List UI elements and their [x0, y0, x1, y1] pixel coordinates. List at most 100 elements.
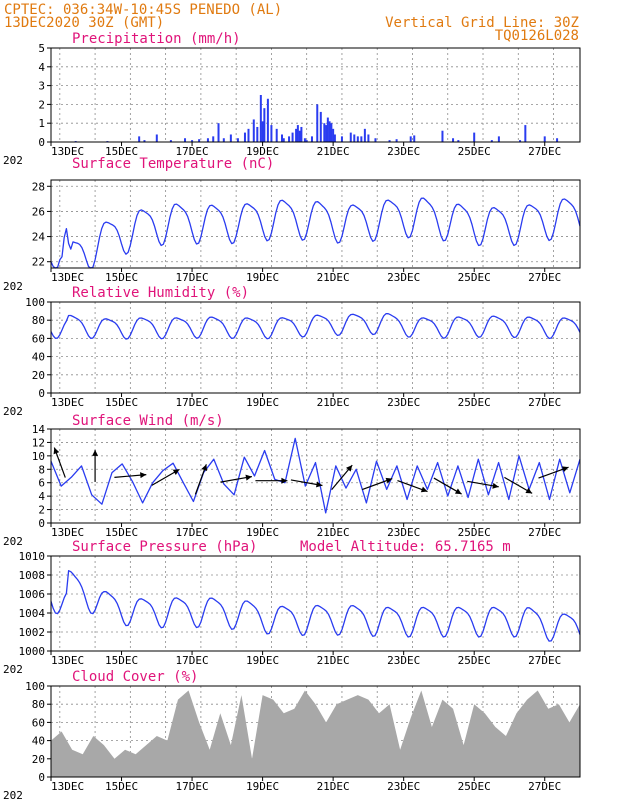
wind-arrow [92, 449, 99, 482]
y-tick-label: 4 [38, 490, 45, 503]
y-tick-label: 80 [32, 314, 45, 327]
wind-arrow [467, 480, 499, 489]
wind-arrow-head [525, 487, 533, 494]
panel-title: Surface Wind (m/s) [72, 413, 224, 429]
x-tick-label: 17DEC [176, 526, 209, 539]
x-tick-label: 27DEC [528, 271, 561, 284]
precipitation-bar [198, 139, 201, 142]
precipitation-bar [409, 136, 412, 142]
y-tick-label: 1010 [19, 550, 46, 563]
y-tick-label: 24 [32, 231, 46, 244]
y-tick-label: 1 [38, 117, 45, 130]
wind-arrow [114, 472, 147, 479]
x-tick-label: 21DEC [317, 396, 350, 409]
x-tick-label: 25DEC [458, 526, 491, 539]
y-tick-label: 1004 [19, 607, 46, 620]
wind-arrow [220, 474, 253, 483]
precipitation-bar [326, 117, 329, 142]
wind-arrow [194, 464, 208, 495]
x-tick-label: 17DEC [176, 271, 209, 284]
wind-arrow [433, 477, 462, 495]
plot-frame [50, 555, 581, 652]
x-tick-label: 15DEC [105, 396, 138, 409]
series-line [50, 313, 581, 340]
precipitation-bar [217, 123, 220, 142]
year-stub-label: 202 [3, 280, 23, 293]
x-tick-label: 27DEC [528, 780, 561, 793]
wind-arrow [361, 477, 393, 491]
precipitation-bar [310, 136, 313, 142]
precipitation-bar [247, 128, 250, 142]
precipitation-bar [256, 126, 259, 142]
precipitation-bar [270, 125, 273, 142]
y-tick-label: 1002 [19, 626, 46, 639]
x-tick-label: 13DEC [51, 654, 84, 667]
x-tick-label: 17DEC [176, 654, 209, 667]
precipitation-bar [374, 138, 377, 142]
x-tick-label: 15DEC [105, 654, 138, 667]
y-tick-label: 22 [32, 256, 45, 269]
precipitation-bar [206, 138, 209, 142]
wind-arrow-head [385, 477, 393, 484]
wind-arrow-head [172, 469, 180, 475]
wind-arrow [397, 480, 428, 493]
precipitation-bar [303, 138, 306, 142]
precipitation-bar [452, 138, 455, 142]
x-tick-label: 15DEC [105, 145, 138, 158]
x-tick-label: 27DEC [528, 526, 561, 539]
panel-title: Relative Humidity (%) [72, 285, 249, 301]
wind-arrow-head [201, 464, 208, 471]
y-tick-label: 4 [38, 61, 45, 74]
wind-speed-line [50, 437, 581, 514]
wind-arrow [53, 447, 66, 478]
x-tick-label: 23DEC [387, 145, 420, 158]
x-tick-label: 25DEC [458, 654, 491, 667]
x-tick-label: 25DEC [458, 396, 491, 409]
precipitation-bar [543, 136, 546, 142]
y-tick-label: 80 [32, 698, 45, 711]
precipitation-bar [490, 140, 493, 142]
x-tick-label: 25DEC [458, 145, 491, 158]
precipitation-bar [305, 140, 308, 142]
panel-title: Precipitation (mm/h) [72, 31, 241, 47]
x-tick-label: 25DEC [458, 780, 491, 793]
x-tick-label: 19DEC [246, 780, 279, 793]
precipitation-bar [330, 123, 333, 142]
y-tick-label: 0 [38, 387, 45, 400]
wind-arrow-head [92, 449, 99, 456]
wind-arrow [151, 468, 180, 486]
run-date: 13DEC2020 30Z (GMT) [4, 15, 164, 31]
precipitation-bar [333, 134, 336, 142]
wind-arrow [331, 464, 353, 490]
panel-title: Surface Pressure (hPa) [72, 539, 257, 555]
wind-arrow-head [140, 472, 147, 479]
wind-arrow-head [281, 477, 288, 484]
x-tick-label: 15DEC [105, 271, 138, 284]
y-tick-label: 1000 [19, 645, 46, 658]
precipitation-bar [298, 130, 301, 142]
x-tick-label: 21DEC [317, 271, 350, 284]
plot-frame [50, 685, 581, 778]
x-tick-label: 23DEC [387, 526, 420, 539]
station-info: CPTEC: 036:34W-10:45S PENEDO (AL) [4, 2, 282, 18]
precipitation-bar [229, 134, 232, 142]
x-tick-label: 19DEC [246, 145, 279, 158]
precipitation-bar [367, 134, 370, 142]
x-tick-label: 25DEC [458, 271, 491, 284]
year-stub-label: 202 [3, 663, 23, 676]
y-tick-label: 0 [38, 136, 45, 149]
panel-title: Surface Temperature (nC) [72, 156, 274, 172]
precipitation-bar [325, 125, 328, 142]
year-stub-label: 202 [3, 154, 23, 167]
x-tick-label: 21DEC [317, 526, 350, 539]
series-line [50, 570, 581, 642]
precipitation-bar [332, 128, 335, 142]
precipitation-bar [556, 138, 559, 142]
precipitation-bar [191, 140, 194, 142]
y-tick-label: 14 [32, 423, 46, 436]
precipitation-bar [263, 108, 266, 142]
precipitation-bar [236, 138, 239, 142]
